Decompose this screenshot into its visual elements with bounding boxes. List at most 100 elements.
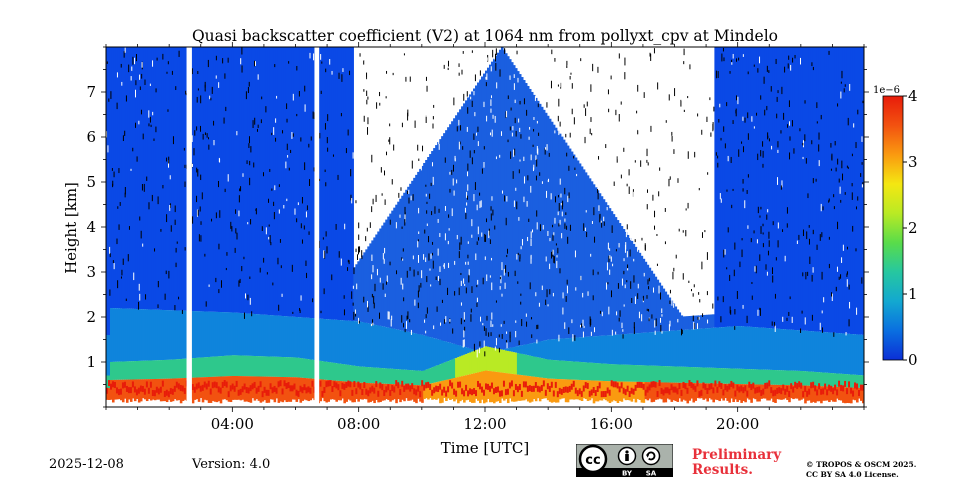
near-surface-band [127,387,131,394]
noise-speck [358,234,360,240]
noise-speck [856,307,858,315]
noise-speck [286,103,288,110]
near-surface-band [748,381,751,388]
noise-speck [807,193,809,199]
noise-speck [604,113,606,121]
free-troposphere-band [391,210,394,329]
aerosol-band [786,370,789,386]
aerosol-band [175,359,179,379]
noise-speck [445,316,447,323]
near-surface-band [223,380,227,387]
near-surface-band [295,389,299,396]
free-troposphere-band [375,234,378,326]
near-surface-band [676,388,680,395]
noise-speck [300,223,302,229]
noise-speck [425,314,427,319]
heatmap-area [106,47,864,407]
dust-band [550,378,554,403]
free-troposphere-band [654,276,658,332]
boundary-layer-band [159,309,163,361]
near-surface-band [343,383,346,390]
aerosol-band [307,359,311,379]
noise-speck [831,155,833,160]
noise-speck [580,275,582,281]
noise-speck [760,226,762,234]
dust-band [732,383,735,403]
boundary-layer-band [411,332,414,371]
noise-speck [523,156,525,162]
free-troposphere-band [369,243,372,324]
aerosol-band [576,361,580,380]
noise-speck [218,243,220,250]
aerosol-band [616,364,620,382]
noise-speck [562,307,564,315]
aerosol-band [127,361,131,380]
free-troposphere-band [329,47,333,320]
noise-speck [326,137,328,144]
aerosol-band [249,355,253,377]
boundary-layer-band [305,317,309,359]
free-troposphere-band [179,47,183,311]
noise-speck [526,109,528,116]
noise-speck [492,49,494,58]
near-surface-band [385,386,388,393]
free-troposphere-band [161,47,165,310]
dust-band [848,387,851,404]
noise-speck [304,162,306,171]
heatmap-column [726,47,729,401]
boundary-layer-band [339,320,342,364]
noise-speck [834,141,836,146]
aerosol-band [409,370,412,385]
noise-speck [525,313,527,317]
near-surface-band [135,389,139,396]
heatmap-column [604,202,608,401]
noise-speck [444,47,446,54]
boundary-layer-band [355,321,358,367]
free-troposphere-band [217,47,221,312]
noise-speck [474,182,476,190]
noise-speck [750,238,752,243]
heatmap-column [564,142,568,403]
noise-speck [833,194,835,198]
noise-speck [674,88,676,97]
boundary-layer-band [399,330,402,370]
near-surface-band [804,385,807,392]
colorbar-gradient [882,95,904,361]
free-troposphere-band [137,47,141,310]
noise-speck [520,134,522,139]
aerosol-band [778,370,781,385]
boundary-layer-band [297,317,301,358]
near-surface-band [179,385,183,392]
boundary-layer-band [359,321,362,367]
near-surface-band [473,388,476,395]
noise-speck [635,199,637,203]
dust-band [145,379,149,402]
near-surface-band [353,381,356,388]
free-troposphere-band [688,316,692,330]
free-troposphere-band [830,47,833,333]
dust-band [506,373,510,404]
heatmap-column [568,148,572,400]
free-troposphere-band [736,47,739,327]
aerosol-band [692,367,696,384]
noise-speck [482,277,484,285]
noise-speck [226,252,228,256]
noise-speck [730,310,732,315]
heatmap-column [363,252,366,399]
heatmap-column [409,183,412,401]
aerosol-band [550,359,554,379]
noise-speck [626,224,628,230]
noise-speck [515,187,517,191]
noise-speck [124,47,126,53]
boundary-layer-band [792,329,795,371]
aerosol-band [299,358,303,378]
free-troposphere-band [622,229,626,335]
free-troposphere-band [141,47,145,310]
noise-speck [263,257,265,263]
aerosol-band [125,361,129,380]
noise-speck [738,149,740,157]
aerosol-band [429,368,432,384]
dust-band [427,384,430,400]
near-surface-band [437,386,440,393]
aerosol-band [614,364,618,382]
